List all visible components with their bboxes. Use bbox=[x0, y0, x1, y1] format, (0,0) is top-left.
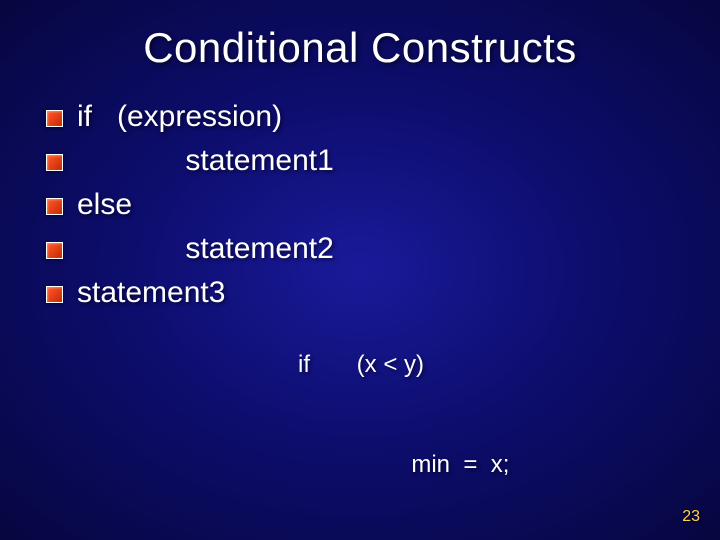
bullet-icon bbox=[46, 198, 63, 215]
code-example: if (x < y) min = x; else min = y; printf… bbox=[298, 282, 720, 540]
bullet-text: statement1 bbox=[77, 144, 334, 178]
list-item: statement1 bbox=[46, 144, 720, 184]
bullet-text: if (expression) bbox=[77, 100, 282, 134]
list-item: if (expression) bbox=[46, 100, 720, 140]
slide-content: if (expression) statement1 else statemen… bbox=[46, 100, 720, 540]
code-line: min = x; bbox=[298, 448, 720, 481]
bullet-icon bbox=[46, 242, 63, 259]
page-number: 23 bbox=[682, 508, 700, 526]
list-item: statement2 bbox=[46, 232, 720, 272]
bullet-icon bbox=[46, 154, 63, 171]
code-line: if (x < y) bbox=[298, 348, 720, 381]
bullet-text: else bbox=[77, 188, 132, 222]
bullet-icon bbox=[46, 286, 63, 303]
bullet-text: statement3 bbox=[77, 276, 225, 310]
bullet-text: statement2 bbox=[77, 232, 334, 266]
bullet-icon bbox=[46, 110, 63, 127]
slide-title: Conditional Constructs bbox=[0, 0, 720, 72]
list-item: else bbox=[46, 188, 720, 228]
